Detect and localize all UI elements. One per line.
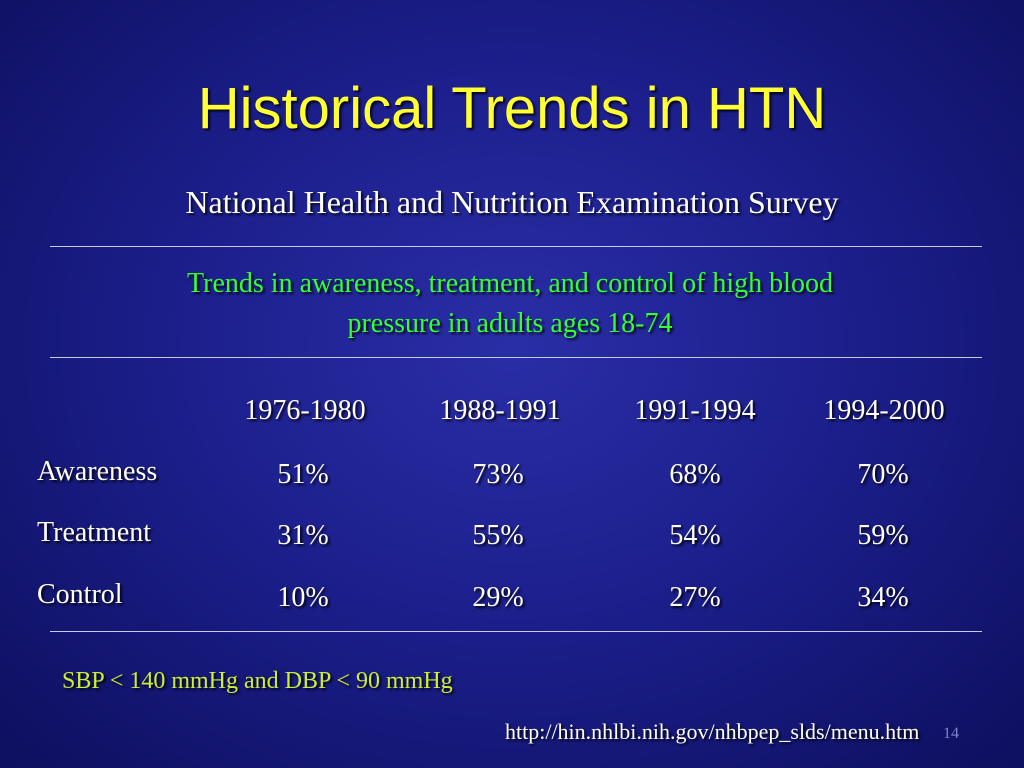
column-header: 1994-2000 xyxy=(823,395,945,426)
table-cell: 59% xyxy=(857,520,909,551)
table-cell: 55% xyxy=(472,520,524,551)
table-cell: 29% xyxy=(472,582,524,613)
table-cell: 27% xyxy=(669,582,721,613)
row-label: Control xyxy=(37,579,123,610)
trend-caption-line2: pressure in adults ages 18-74 xyxy=(347,308,673,339)
column-header: 1976-1980 xyxy=(244,395,366,426)
table-cell: 70% xyxy=(857,459,909,490)
slide-title: Historical Trends in HTN xyxy=(197,76,827,141)
table-cell: 68% xyxy=(669,459,721,490)
table-cell: 54% xyxy=(669,520,721,551)
source-link[interactable]: http://hin.nhlbi.nih.gov/nhbpep_slds/men… xyxy=(505,719,920,744)
column-header: 1991-1994 xyxy=(634,395,756,426)
divider-middle xyxy=(50,357,982,358)
row-label: Treatment xyxy=(37,517,152,548)
trend-caption-line1: Trends in awareness, treatment, and cont… xyxy=(187,268,833,299)
slide-subtitle: National Health and Nutrition Examinatio… xyxy=(185,184,839,220)
row-label: Awareness xyxy=(37,456,158,487)
divider-bottom xyxy=(50,631,982,632)
trend-caption: Trends in awareness, treatment, and cont… xyxy=(60,264,960,344)
table-cell: 10% xyxy=(277,582,329,613)
table-cell: 73% xyxy=(472,459,524,490)
table-cell: 34% xyxy=(857,582,909,613)
column-header: 1988-1991 xyxy=(439,395,561,426)
page-number: 14 xyxy=(943,725,959,742)
threshold-footnote: SBP < 140 mmHg and DBP < 90 mmHg xyxy=(62,668,453,694)
divider-top xyxy=(50,246,982,247)
table-cell: 31% xyxy=(277,520,329,551)
table-cell: 51% xyxy=(277,459,329,490)
